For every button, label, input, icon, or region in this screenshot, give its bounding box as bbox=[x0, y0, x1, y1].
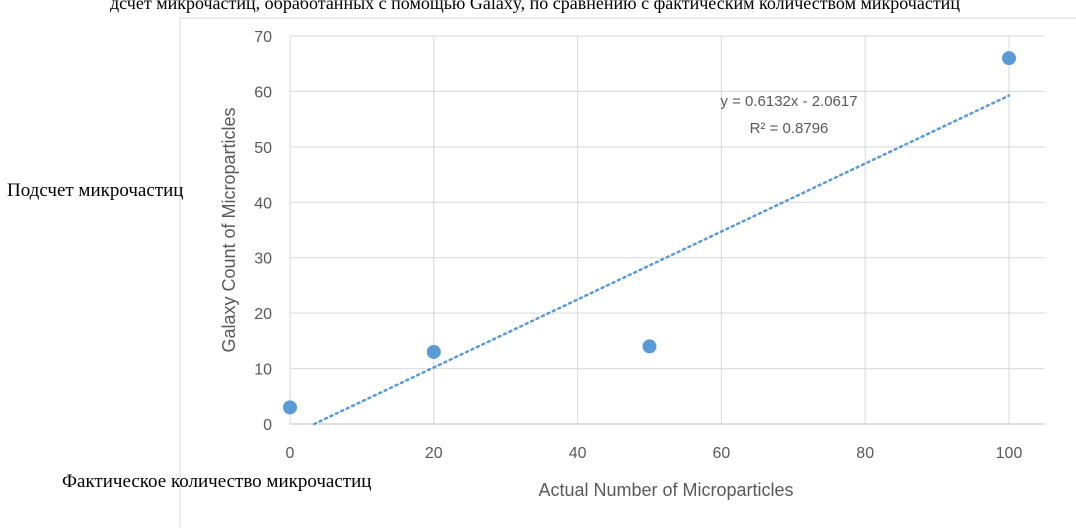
data-points bbox=[283, 51, 1016, 415]
y-tick-label: 50 bbox=[254, 140, 272, 157]
y-tick-label: 10 bbox=[254, 362, 272, 379]
y-axis-label: Galaxy Count of Microparticles bbox=[219, 107, 239, 352]
x-tick-label: 60 bbox=[713, 445, 731, 462]
translated-y-axis-label: Подсчет микрочастиц bbox=[7, 180, 183, 201]
y-tick-label: 70 bbox=[254, 29, 272, 46]
y-tick-label: 40 bbox=[254, 195, 272, 212]
x-tick-label: 80 bbox=[856, 445, 874, 462]
trendline-r-squared: R² = 0.8796 bbox=[750, 120, 829, 137]
trendline bbox=[312, 94, 1011, 426]
translated-x-axis-label: Фактическое количество микрочастиц bbox=[62, 471, 371, 492]
y-tick-label: 0 bbox=[263, 417, 272, 434]
data-point bbox=[642, 339, 657, 354]
grid bbox=[289, 35, 1045, 425]
x-tick-label: 0 bbox=[286, 445, 295, 462]
x-axis-label: Actual Number of Microparticles bbox=[538, 480, 793, 500]
data-point bbox=[283, 400, 297, 415]
y-tick-label: 60 bbox=[254, 84, 272, 101]
y-tick-label: 20 bbox=[254, 306, 272, 323]
x-tick-label: 100 bbox=[996, 445, 1023, 462]
x-tick-label: 40 bbox=[569, 445, 587, 462]
data-point bbox=[1002, 51, 1016, 66]
y-axis-tick-labels: 0 10 20 30 40 50 60 70 bbox=[254, 29, 272, 434]
y-tick-label: 30 bbox=[254, 251, 272, 268]
header-caption-fragment: дсчет микрочастиц, обработанных с помощь… bbox=[110, 0, 960, 13]
data-point bbox=[426, 344, 441, 359]
trendline-equation: y = 0.6132x - 2.0617 bbox=[720, 93, 857, 110]
x-axis-tick-labels: 0 20 40 60 80 100 bbox=[286, 445, 1023, 462]
x-tick-label: 20 bbox=[425, 445, 443, 462]
